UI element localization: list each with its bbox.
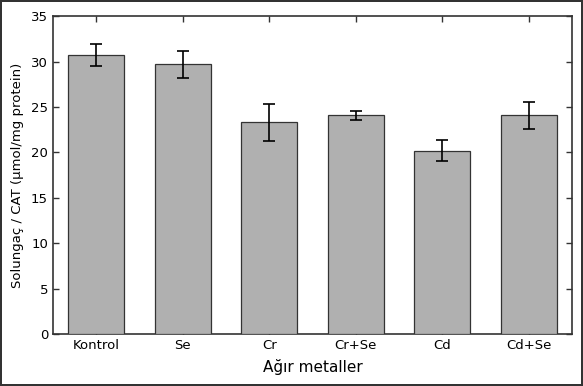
Bar [414,151,470,334]
Bar [328,115,384,334]
Y-axis label: Solungaç / CAT (μmol/mg protein): Solungaç / CAT (μmol/mg protein) [11,63,24,288]
Bar [154,64,211,334]
Bar [501,115,557,334]
X-axis label: Ağır metaller: Ağır metaller [262,359,362,375]
Bar [241,122,297,334]
Bar [68,55,124,334]
